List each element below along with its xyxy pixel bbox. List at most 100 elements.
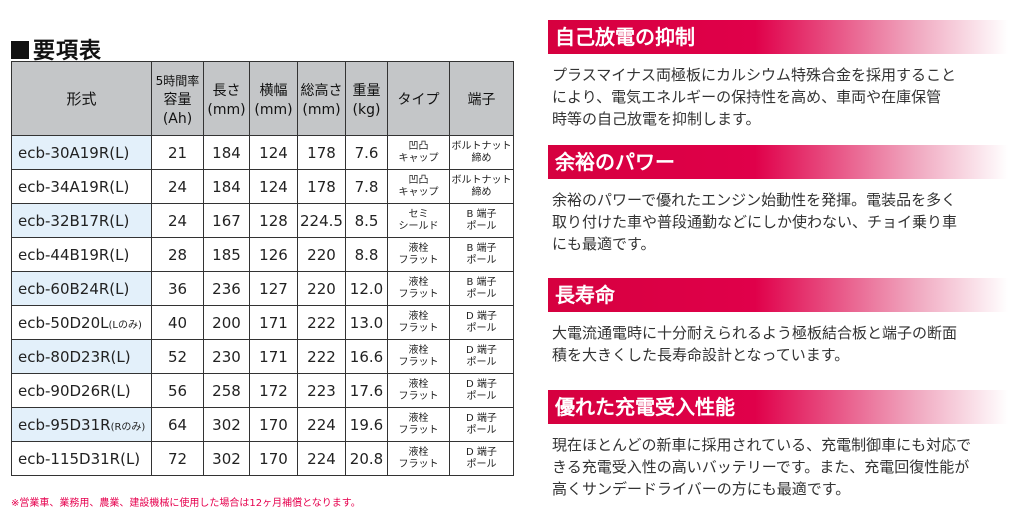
cell-height: 222 bbox=[297, 305, 346, 340]
table-row: ecb-90D26R(L) 56 258 172 223 17.6 液栓 フラット… bbox=[11, 373, 514, 408]
cell-model: ecb-95D31R(Rのみ) bbox=[11, 407, 152, 442]
cell-type: 凹凸 キャップ bbox=[387, 135, 450, 170]
feature-body: 余裕のパワーで優れたエンジン始動性を発揮。電装品を多く 取り付けた車や普段通勤など… bbox=[552, 191, 958, 253]
cell-model: ecb-50D20L(Lのみ) bbox=[11, 305, 152, 340]
feature-charge-acceptance: 優れた充電受入性能 現在ほとんどの新車に採用されている、充電制御車にも対応で きる… bbox=[548, 390, 1008, 500]
cell-type: 液栓 フラット bbox=[387, 305, 450, 340]
cell-width: 126 bbox=[249, 237, 298, 272]
cell-width: 127 bbox=[249, 271, 298, 306]
cell-capacity: 72 bbox=[151, 441, 204, 476]
header-length: 長さ (mm) bbox=[203, 61, 250, 136]
cell-capacity: 64 bbox=[151, 407, 204, 442]
cell-capacity: 36 bbox=[151, 271, 204, 306]
table-row: ecb-34A19R(L) 24 184 124 178 7.8 凹凸 キャップ … bbox=[11, 169, 514, 204]
feature-heading: 自己放電の抑制 bbox=[548, 20, 1008, 54]
cell-terminal: D 端子 ポール bbox=[449, 305, 514, 340]
cell-capacity: 21 bbox=[151, 135, 204, 170]
cell-height: 178 bbox=[297, 169, 346, 204]
feature-body: 現在ほとんどの新車に採用されている、充電制御車にも対応で きる充電受入性の高いバッ… bbox=[552, 436, 972, 498]
cell-length: 184 bbox=[203, 135, 250, 170]
warranty-note: ※営業車、業務用、農業、建設機械に使用した場合は12ヶ月補償となります。 bbox=[11, 498, 361, 509]
cell-model: ecb-90D26R(L) bbox=[11, 373, 152, 408]
cell-capacity: 56 bbox=[151, 373, 204, 408]
feature-power: 余裕のパワー 余裕のパワーで優れたエンジン始動性を発揮。電装品を多く 取り付けた車… bbox=[548, 145, 1008, 255]
cell-terminal: ボルトナット 締め bbox=[449, 169, 514, 204]
cell-weight: 13.0 bbox=[345, 305, 388, 340]
cell-type: 液栓 フラット bbox=[387, 407, 450, 442]
cell-terminal: B 端子 ポール bbox=[449, 271, 514, 306]
cell-model: ecb-80D23R(L) bbox=[11, 339, 152, 374]
table-row: ecb-30A19R(L) 21 184 124 178 7.6 凹凸 キャップ … bbox=[11, 135, 514, 170]
table-row: ecb-44B19R(L) 28 185 126 220 8.8 液栓 フラット … bbox=[11, 237, 514, 272]
header-capacity: 5時間率 容量 (Ah) bbox=[151, 61, 204, 136]
cell-type: 液栓 フラット bbox=[387, 373, 450, 408]
cell-weight: 7.8 bbox=[345, 169, 388, 204]
header-weight: 重量 (kg) bbox=[345, 61, 388, 136]
cell-capacity: 28 bbox=[151, 237, 204, 272]
cell-type: セミ シールド bbox=[387, 203, 450, 238]
cell-length: 236 bbox=[203, 271, 250, 306]
feature-self-discharge: 自己放電の抑制 プラスマイナス両極板にカルシウム特殊合金を採用すること により、電… bbox=[548, 20, 1008, 130]
cell-weight: 19.6 bbox=[345, 407, 388, 442]
cell-weight: 20.8 bbox=[345, 441, 388, 476]
cell-terminal: B 端子 ポール bbox=[449, 203, 514, 238]
cell-capacity: 24 bbox=[151, 203, 204, 238]
cell-type: 凹凸 キャップ bbox=[387, 169, 450, 204]
cell-weight: 8.8 bbox=[345, 237, 388, 272]
cell-model: ecb-34A19R(L) bbox=[11, 169, 152, 204]
cell-model: ecb-32B17R(L) bbox=[11, 203, 152, 238]
table-row: ecb-60B24R(L) 36 236 127 220 12.0 液栓 フラット… bbox=[11, 271, 514, 306]
spec-table: 形式 5時間率 容量 (Ah) 長さ (mm) 横幅 (mm) 総高さ (mm) 重量… bbox=[11, 61, 514, 476]
cell-weight: 8.5 bbox=[345, 203, 388, 238]
cell-length: 200 bbox=[203, 305, 250, 340]
cell-width: 170 bbox=[249, 407, 298, 442]
cell-model: ecb-44B19R(L) bbox=[11, 237, 152, 272]
cell-width: 128 bbox=[249, 203, 298, 238]
cell-length: 302 bbox=[203, 441, 250, 476]
feature-body: プラスマイナス両極板にカルシウム特殊合金を採用すること により、電気エネルギーの保… bbox=[552, 66, 956, 128]
table-row: ecb-50D20L(Lのみ) 40 200 171 222 13.0 液栓 フラ… bbox=[11, 305, 514, 340]
cell-length: 185 bbox=[203, 237, 250, 272]
cell-width: 171 bbox=[249, 339, 298, 374]
cell-width: 172 bbox=[249, 373, 298, 408]
header-row: 形式 5時間率 容量 (Ah) 長さ (mm) 横幅 (mm) 総高さ (mm) 重量… bbox=[11, 61, 514, 136]
header-model: 形式 bbox=[11, 61, 152, 136]
cell-type: 液栓 フラット bbox=[387, 271, 450, 306]
feature-long-life: 長寿命 大電流通電時に十分耐えられるよう極板結合板と端子の断面 積を大きくした長寿… bbox=[548, 278, 1008, 366]
feature-body: 大電流通電時に十分耐えられるよう極板結合板と端子の断面 積を大きくした長寿命設計と… bbox=[552, 324, 958, 364]
cell-terminal: D 端子 ポール bbox=[449, 407, 514, 442]
cell-type: 液栓 フラット bbox=[387, 441, 450, 476]
cell-height: 224 bbox=[297, 407, 346, 442]
header-type: タイプ bbox=[387, 61, 450, 136]
cell-length: 167 bbox=[203, 203, 250, 238]
cell-model: ecb-60B24R(L) bbox=[11, 271, 152, 306]
cell-terminal: D 端子 ポール bbox=[449, 339, 514, 374]
cell-height: 220 bbox=[297, 237, 346, 272]
cell-weight: 17.6 bbox=[345, 373, 388, 408]
square-bullet-icon bbox=[11, 41, 29, 59]
cell-capacity: 52 bbox=[151, 339, 204, 374]
cell-length: 230 bbox=[203, 339, 250, 374]
feature-heading: 優れた充電受入性能 bbox=[548, 390, 1008, 424]
cell-height: 223 bbox=[297, 373, 346, 408]
cell-length: 258 bbox=[203, 373, 250, 408]
cell-height: 224.5 bbox=[297, 203, 346, 238]
cell-type: 液栓 フラット bbox=[387, 339, 450, 374]
header-height: 総高さ (mm) bbox=[297, 61, 346, 136]
cell-width: 124 bbox=[249, 135, 298, 170]
cell-capacity: 24 bbox=[151, 169, 204, 204]
table-row: ecb-80D23R(L) 52 230 171 222 16.6 液栓 フラット… bbox=[11, 339, 514, 374]
cell-height: 222 bbox=[297, 339, 346, 374]
cell-weight: 7.6 bbox=[345, 135, 388, 170]
table-row: ecb-115D31R(L) 72 302 170 224 20.8 液栓 フラッ… bbox=[11, 441, 514, 476]
cell-weight: 12.0 bbox=[345, 271, 388, 306]
table-row: ecb-32B17R(L) 24 167 128 224.5 8.5 セミ シール… bbox=[11, 203, 514, 238]
feature-heading: 長寿命 bbox=[548, 278, 1008, 312]
cell-width: 170 bbox=[249, 441, 298, 476]
table-row: ecb-95D31R(Rのみ) 64 302 170 224 19.6 液栓 フラ… bbox=[11, 407, 514, 442]
spec-table-title: 要項表 bbox=[11, 33, 102, 65]
cell-terminal: ボルトナット 締め bbox=[449, 135, 514, 170]
cell-type: 液栓 フラット bbox=[387, 237, 450, 272]
cell-height: 178 bbox=[297, 135, 346, 170]
cell-length: 184 bbox=[203, 169, 250, 204]
